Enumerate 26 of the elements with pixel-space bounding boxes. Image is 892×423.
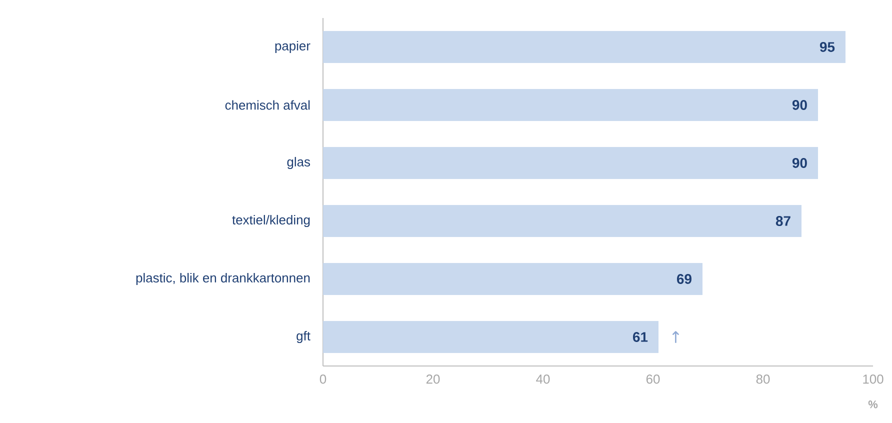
y-tick-label: textiel/kleding [232,214,310,228]
bar [323,147,818,180]
x-tick-label: 60 [646,374,660,384]
bar [323,263,703,296]
annotation: ↑ [672,331,680,343]
x-axis-title: % [868,400,878,408]
y-tick-label: papier [275,40,310,54]
x-tick-label: 100 [863,374,884,384]
y-tick-label: gft [296,330,310,344]
bar [323,89,818,122]
x-tick-label: 0 [320,374,326,384]
x-tick-label: 80 [756,374,770,384]
y-tick-label: plastic, blik en drankkartonnen [136,272,310,286]
data-label: 61 [632,332,648,342]
x-tick-label: 20 [426,374,440,384]
bar [323,321,659,354]
x-tick-label: 40 [536,374,550,384]
y-tick-label: glas [287,156,310,170]
data-label: 69 [676,274,692,284]
y-tick-label: chemisch afval [225,100,310,110]
data-label: 95 [820,42,835,52]
data-label: 90 [792,158,807,168]
bar [323,31,846,64]
data-label: 90 [792,100,807,110]
bar [323,205,802,238]
data-label: 87 [776,216,790,226]
